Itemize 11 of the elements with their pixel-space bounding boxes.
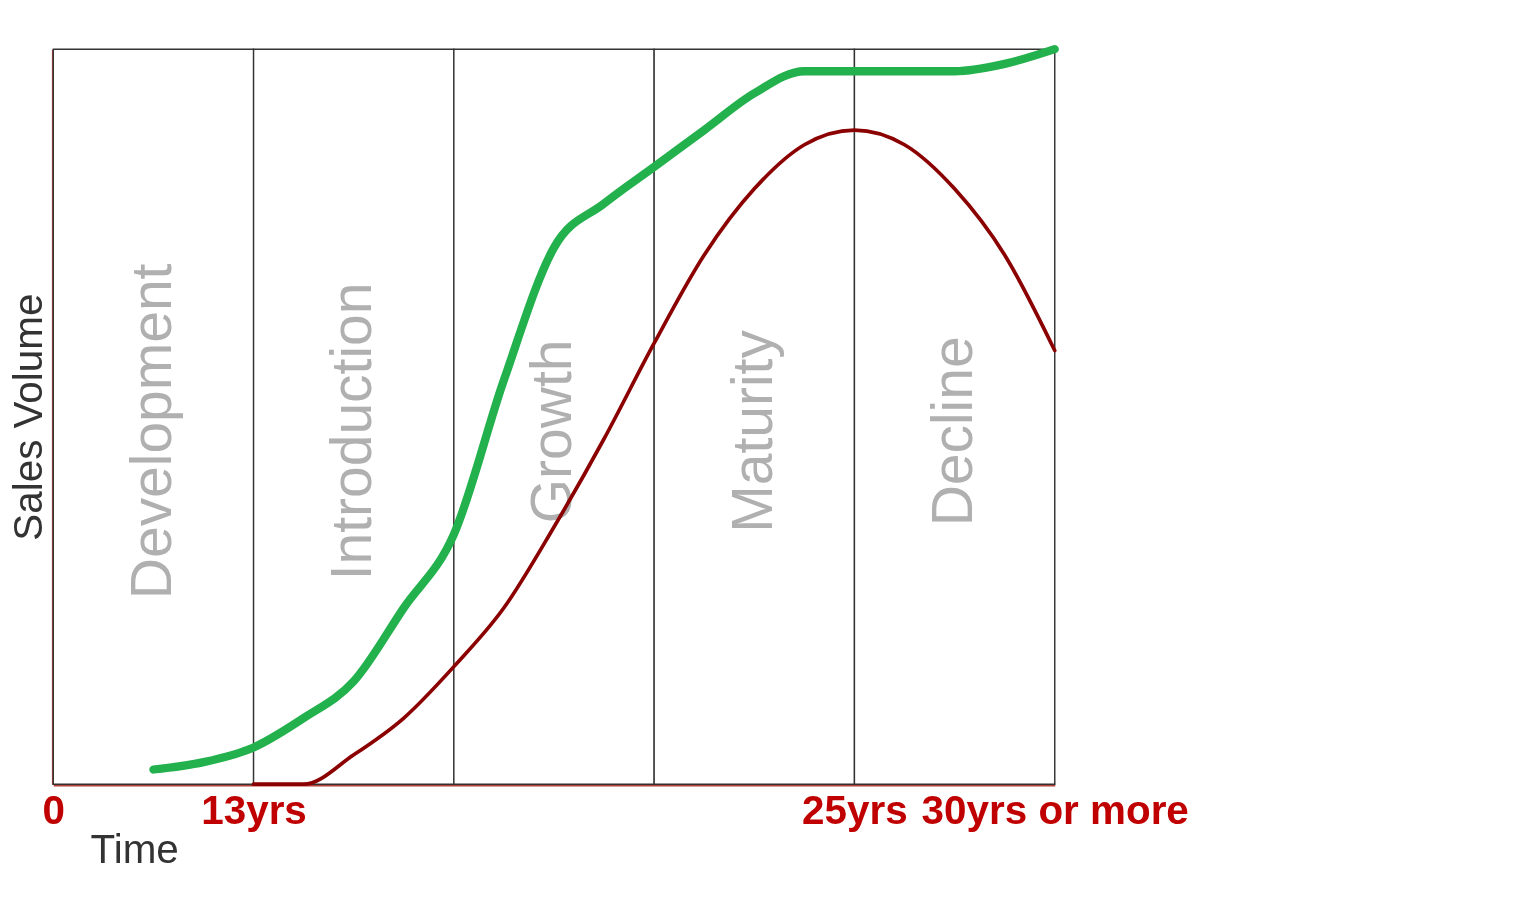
y-axis-title: Sales Volume bbox=[4, 293, 51, 541]
annotation: Development bbox=[118, 263, 183, 600]
annotation: Introduction bbox=[319, 282, 384, 581]
annotation: Maturity bbox=[719, 329, 784, 533]
x-axis-title: Time bbox=[90, 825, 179, 872]
x-tick-label: 30yrs or more bbox=[921, 787, 1189, 834]
x-tick-label: 25yrs bbox=[802, 787, 908, 834]
annotation: Decline bbox=[920, 336, 985, 527]
annotation: Growth bbox=[519, 339, 584, 524]
x-tick-label: 13yrs bbox=[201, 787, 307, 834]
x-tick-label: 0 bbox=[42, 787, 65, 834]
